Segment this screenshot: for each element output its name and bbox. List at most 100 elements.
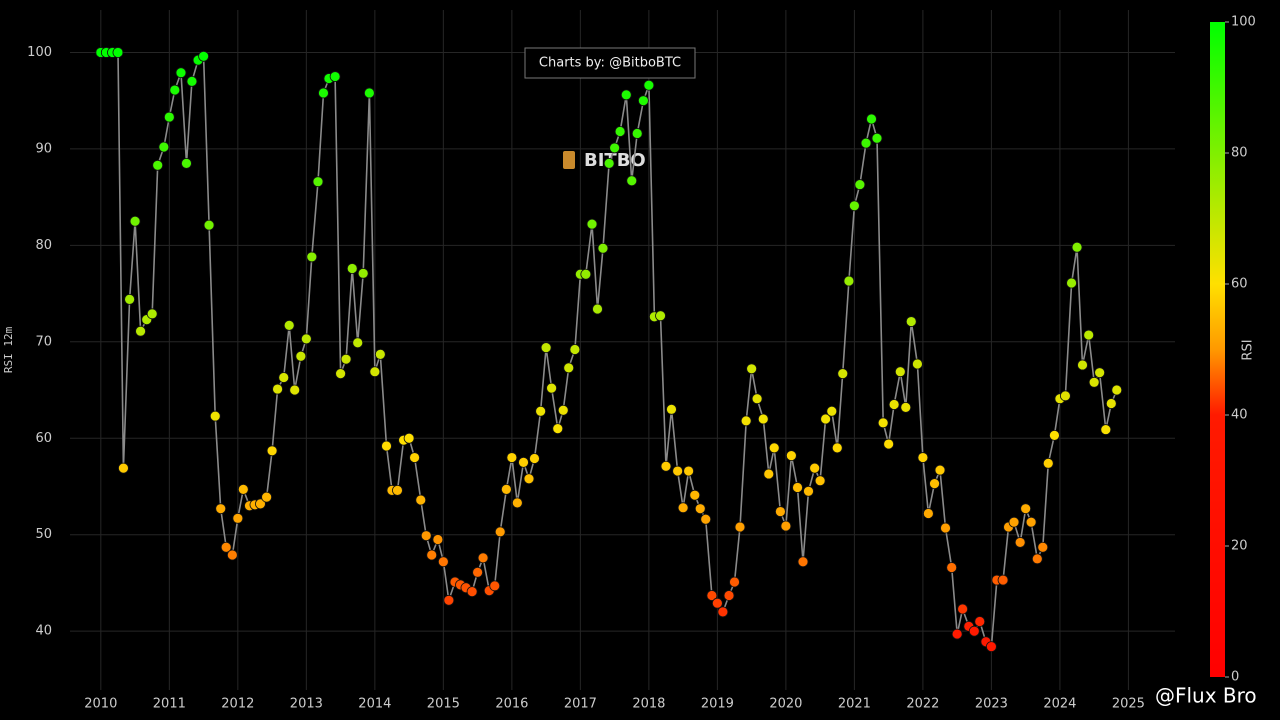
data-point: [1049, 429, 1060, 441]
data-point: [529, 453, 540, 464]
data-point: [917, 452, 929, 463]
data-point: [746, 363, 758, 375]
x-tick-label: 2022: [906, 697, 939, 712]
data-point: [974, 616, 986, 627]
data-point: [237, 483, 249, 495]
data-point: [374, 348, 386, 360]
data-point: [666, 403, 677, 415]
data-point: [363, 87, 375, 99]
data-point: [871, 132, 883, 144]
data-point: [546, 382, 557, 394]
data-point: [1008, 516, 1020, 528]
data-point: [837, 368, 849, 380]
data-point: [312, 176, 324, 188]
data-point: [940, 522, 951, 534]
data-point: [1088, 376, 1100, 388]
data-point: [637, 95, 649, 107]
x-tick-label: 2018: [632, 697, 665, 712]
data-point: [158, 141, 170, 153]
data-point: [437, 556, 449, 568]
data-point: [511, 497, 523, 509]
data-point: [255, 498, 266, 510]
data-point: [751, 393, 763, 405]
data-point: [820, 413, 832, 425]
data-point: [186, 75, 198, 87]
credit-box: [524, 47, 696, 79]
credit: Charts by: @BitboBTC: [539, 56, 681, 71]
logo-icon: [563, 151, 575, 169]
data-point: [340, 353, 352, 365]
data-point: [352, 337, 364, 349]
data-point: [420, 530, 432, 542]
x-tick-label: 2012: [221, 697, 254, 712]
data-point: [843, 275, 855, 287]
data-point: [934, 464, 946, 476]
colorbar-tick-label: 40: [1231, 408, 1248, 423]
data-point: [706, 590, 718, 601]
data-point: [809, 462, 821, 474]
colorbar-title: RSI: [1241, 339, 1256, 360]
data-point: [603, 157, 615, 169]
data-point: [694, 503, 706, 515]
data-point: [1105, 398, 1117, 409]
data-point: [369, 366, 381, 378]
data-point: [929, 478, 940, 489]
data-point: [826, 405, 838, 417]
data-point: [797, 556, 809, 568]
data-point: [261, 491, 273, 503]
data-point: [232, 512, 244, 524]
data-point: [415, 494, 427, 506]
data-point: [951, 628, 963, 640]
data-point: [672, 465, 684, 477]
data-point: [631, 128, 643, 139]
data-point: [118, 462, 129, 474]
data-point: [922, 508, 934, 519]
data-point: [912, 358, 923, 370]
y-tick-label: 40: [35, 624, 52, 639]
x-tick-label: 2010: [84, 697, 117, 712]
data-point: [215, 503, 227, 515]
data-point: [660, 460, 672, 472]
watermark: @Flux Bro: [1155, 684, 1257, 708]
data-point: [1077, 359, 1088, 371]
data-point: [734, 521, 746, 533]
data-point: [768, 442, 780, 454]
data-point: [592, 303, 603, 315]
data-point: [443, 594, 455, 606]
data-point: [986, 641, 997, 652]
x-tick-label: 2021: [838, 697, 871, 712]
x-tick-label: 2020: [769, 697, 802, 712]
data-point: [717, 606, 729, 618]
y-tick-label: 100: [27, 45, 52, 60]
data-point: [1094, 367, 1106, 379]
data-point: [683, 465, 695, 477]
data-point: [894, 366, 906, 378]
data-point: [1020, 503, 1032, 515]
series-line: [100, 51, 1118, 649]
data-point: [403, 432, 415, 444]
data-point: [466, 586, 478, 598]
data-point: [1031, 553, 1043, 565]
x-tick-label: 2014: [358, 697, 391, 712]
data-point: [883, 438, 895, 450]
data-point: [900, 401, 912, 413]
data-point: [552, 423, 564, 435]
data-point: [563, 362, 575, 374]
colorbar-tick-label: 20: [1231, 539, 1248, 554]
data-point: [198, 50, 209, 62]
data-point: [877, 417, 889, 429]
data-point: [775, 506, 786, 517]
data-point: [129, 215, 141, 227]
data-point: [557, 404, 569, 416]
data-point: [283, 320, 295, 331]
y-tick-label: 80: [35, 238, 52, 253]
data-point: [1059, 390, 1071, 402]
data-point: [295, 350, 307, 362]
data-point: [860, 137, 872, 149]
data-point: [1025, 516, 1037, 528]
y-tick-label: 50: [35, 527, 52, 542]
data-point: [711, 597, 723, 609]
data-point: [152, 159, 164, 171]
data-point: [946, 562, 958, 573]
data-point: [335, 368, 346, 380]
